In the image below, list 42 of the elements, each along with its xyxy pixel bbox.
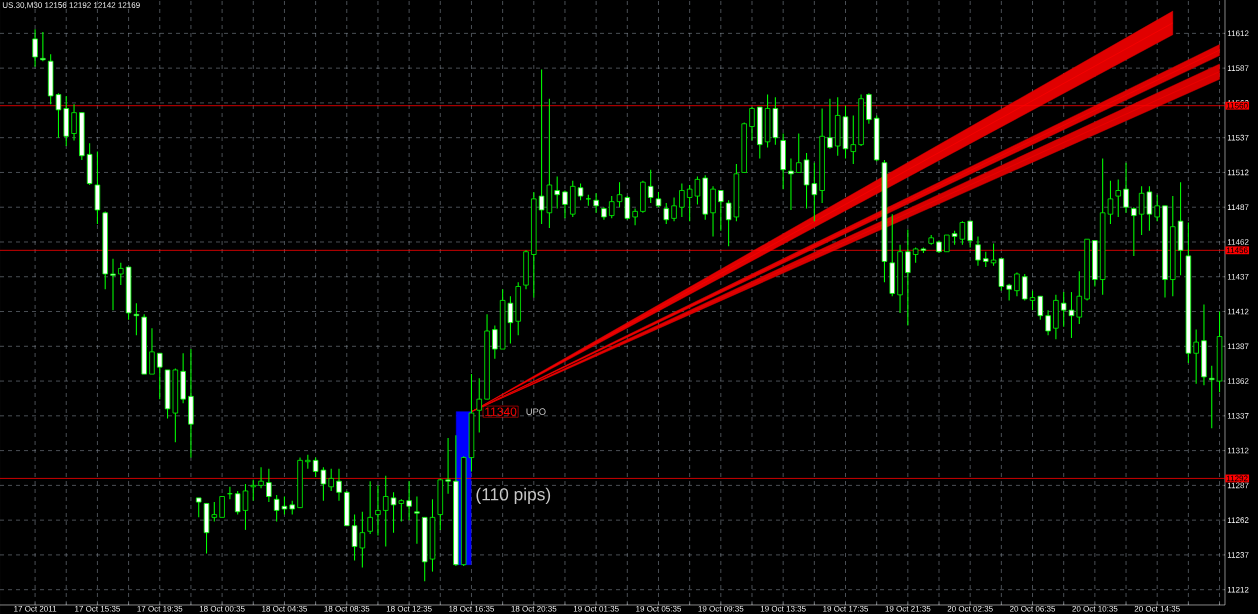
x-tick-label: 18 Oct 08:35 [324,605,370,612]
x-tick-label: 17 Oct 15:35 [75,605,120,612]
x-tick-label: 20 Oct 06:35 [1010,605,1056,612]
x-tick-label: 19 Oct 01:35 [573,605,619,612]
annotation: (110 pips) [476,487,551,504]
x-tick-label: 20 Oct 02:35 [947,605,993,612]
y-tick-label: 11312 [1227,447,1249,454]
chart-title: US.30,M30 12156 12192 12142 12169 [2,2,140,9]
y-tick-label: 11462 [1227,239,1249,245]
y-tick-label: 11262 [1227,517,1249,523]
x-tick-label: 19 Oct 13:35 [760,605,806,612]
x-tick-label: 20 Oct 10:35 [1072,605,1118,612]
ref-line-label: 11456 [1226,247,1248,254]
x-tick-label: 19 Oct 09:35 [698,605,744,612]
x-tick-label: 19 Oct 05:35 [636,605,682,612]
y-tick-label: 11337 [1227,413,1249,419]
y-tick-label: 11537 [1227,134,1249,141]
y-tick-label: 11387 [1227,343,1249,350]
x-tick-label: 20 Oct 14:35 [1134,605,1180,612]
y-tick-label: 11212 [1227,586,1249,593]
y-tick-label: 11362 [1227,378,1249,384]
x-tick-label: 18 Oct 04:35 [262,605,308,612]
x-tick-label: 18 Oct 16:35 [449,605,495,612]
x-tick-label: 17 Oct 2011 [14,605,57,612]
annotation: UPO [526,408,546,415]
y-tick-label: 11412 [1227,308,1249,315]
x-tick-label: 18 Oct 12:35 [386,605,432,612]
y-tick-label: 11512 [1227,169,1249,176]
x-tick-label: 17 Oct 19:35 [137,605,183,612]
ref-line-label: 11292 [1226,475,1248,482]
ref-line-label: 11560 [1226,102,1248,109]
x-tick-label: 19 Oct 17:35 [823,605,869,612]
x-tick-label: 19 Oct 21:35 [885,605,931,612]
y-tick-label: 11487 [1227,204,1249,211]
y-tick-label: 11612 [1227,30,1249,37]
x-tick-label: 18 Oct 20:35 [511,605,557,612]
y-tick-label: 11287 [1227,482,1249,489]
x-tick-label: 18 Oct 00:35 [199,605,245,612]
annotation: 11340 [485,407,517,416]
y-tick-label: 11587 [1227,65,1249,71]
y-tick-label: 11237 [1227,552,1249,558]
y-tick-label: 11437 [1227,273,1249,280]
